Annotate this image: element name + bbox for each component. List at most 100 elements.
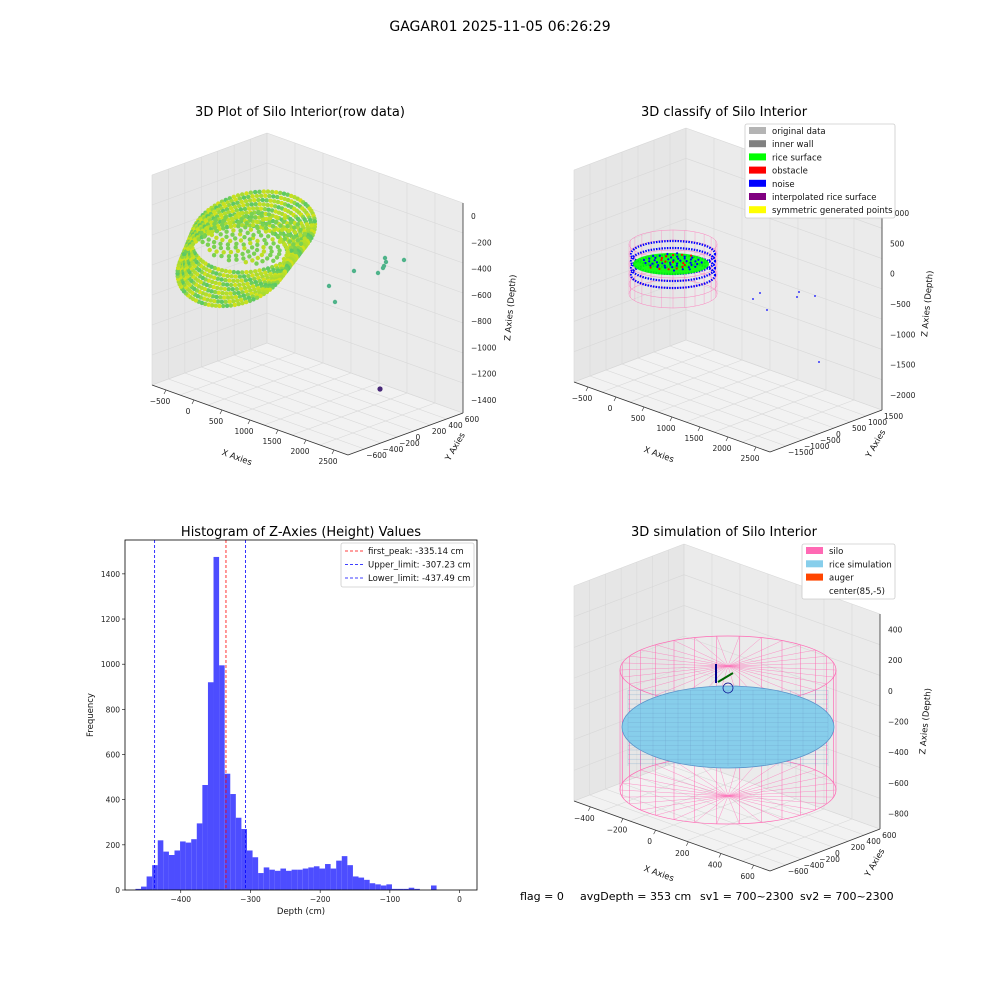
x-tick-mark bbox=[641, 406, 645, 412]
z-axis-label: Z Axies (Depth) bbox=[503, 274, 519, 341]
data-point bbox=[255, 238, 260, 244]
z-tick-label: 0 bbox=[471, 212, 476, 221]
z-tick-label: 0 bbox=[888, 687, 893, 696]
y-axis-label: Frequency bbox=[86, 693, 96, 737]
data-point bbox=[216, 267, 221, 272]
data-point bbox=[253, 189, 258, 195]
grid-line bbox=[573, 279, 687, 322]
y-tick-label: −200 bbox=[819, 855, 840, 864]
data-point bbox=[223, 299, 228, 304]
grid-line bbox=[266, 132, 464, 204]
panel-3d-simulation: −400−2000200400600−600−400−2000200400600… bbox=[573, 543, 934, 884]
grid-line bbox=[573, 127, 687, 171]
grid-line bbox=[573, 309, 687, 352]
data-point bbox=[210, 294, 216, 299]
data-point bbox=[253, 215, 258, 220]
legend-swatch bbox=[749, 193, 766, 200]
data-point bbox=[268, 245, 273, 250]
silo-wire bbox=[727, 665, 816, 691]
data-point bbox=[245, 249, 251, 254]
data-point bbox=[302, 236, 307, 241]
data-point bbox=[669, 261, 672, 264]
pane-left bbox=[574, 128, 686, 382]
data-point bbox=[676, 255, 679, 258]
y-tick-label: −600 bbox=[788, 867, 809, 876]
data-point bbox=[287, 239, 293, 244]
legend: first_peak: -335.14 cm Upper_limit: -307.… bbox=[340, 542, 475, 588]
y-tick-label: 200 bbox=[851, 843, 866, 852]
data-point bbox=[207, 247, 212, 253]
histogram-bar bbox=[258, 873, 264, 890]
histogram-bar bbox=[269, 869, 275, 890]
data-point bbox=[670, 256, 673, 259]
data-point bbox=[332, 299, 338, 305]
data-point bbox=[235, 270, 241, 275]
data-point bbox=[233, 253, 239, 258]
silo-wire bbox=[640, 649, 729, 667]
x-axis-label: Depth (cm) bbox=[277, 907, 325, 917]
grid-line bbox=[685, 379, 799, 423]
data-point bbox=[218, 241, 223, 246]
data-point bbox=[240, 270, 245, 275]
data-point bbox=[256, 197, 261, 203]
data-point bbox=[282, 236, 288, 241]
data-point bbox=[232, 291, 237, 296]
data-point bbox=[236, 290, 241, 296]
y-tick-label: 600 bbox=[882, 831, 897, 840]
data-point bbox=[270, 224, 276, 229]
silo-wire bbox=[629, 795, 729, 805]
data-point bbox=[213, 303, 218, 308]
data-point bbox=[257, 268, 262, 273]
data-point bbox=[215, 276, 220, 281]
y-tick-label: 1500 bbox=[884, 412, 903, 421]
grid-line bbox=[573, 574, 685, 617]
silo-wire bbox=[640, 665, 729, 691]
data-point bbox=[258, 293, 263, 299]
data-point bbox=[281, 191, 287, 196]
histogram-bar bbox=[431, 885, 437, 890]
data-point bbox=[249, 202, 254, 207]
grid-line bbox=[629, 359, 743, 403]
data-point bbox=[250, 258, 255, 263]
x-tick-label: 0 bbox=[608, 404, 613, 413]
noise-point bbox=[814, 295, 816, 297]
data-point bbox=[235, 200, 240, 205]
data-point bbox=[269, 203, 274, 208]
silo-wire bbox=[727, 636, 740, 667]
data-point bbox=[274, 255, 280, 260]
histogram-bar bbox=[135, 888, 142, 890]
grid-line bbox=[573, 158, 687, 201]
grid-line bbox=[573, 543, 685, 587]
histogram-bar bbox=[414, 888, 420, 890]
y-tick-label: 0 bbox=[835, 849, 840, 858]
data-point bbox=[276, 205, 281, 210]
data-point bbox=[694, 260, 697, 263]
grid-line bbox=[668, 764, 865, 836]
data-point bbox=[255, 255, 260, 261]
x-tick-mark bbox=[247, 419, 251, 425]
grid-line bbox=[168, 378, 365, 450]
data-point bbox=[211, 284, 216, 290]
data-point bbox=[220, 290, 225, 296]
y-tick-label: 0 bbox=[836, 430, 841, 439]
data-point bbox=[250, 273, 255, 278]
histogram-bar bbox=[241, 829, 247, 890]
silo-wire bbox=[727, 640, 783, 667]
data-point bbox=[200, 239, 205, 245]
data-point bbox=[263, 225, 269, 231]
x-tick-label: 0 bbox=[647, 837, 652, 846]
legend-swatch bbox=[806, 560, 823, 568]
data-point bbox=[221, 303, 226, 309]
data-point bbox=[257, 202, 262, 207]
data-point bbox=[223, 215, 228, 220]
data-point bbox=[247, 277, 253, 282]
data-point bbox=[199, 230, 204, 236]
histogram-bar bbox=[291, 869, 298, 890]
status-avg-depth: avgDepth = 353 cm bbox=[580, 890, 691, 903]
pane-floor bbox=[574, 759, 880, 871]
data-point bbox=[655, 261, 659, 264]
data-point bbox=[249, 245, 255, 250]
data-point bbox=[228, 238, 233, 244]
z-tick-label: −2000 bbox=[890, 391, 916, 400]
data-point bbox=[260, 259, 265, 264]
